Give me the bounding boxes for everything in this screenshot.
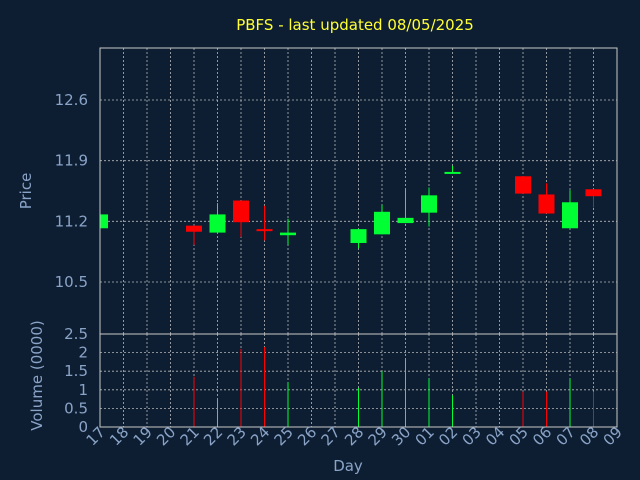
candle-body — [538, 194, 555, 214]
price-axis-label: Price — [17, 173, 35, 210]
candle-06 — [538, 183, 555, 214]
volume-y-tick-label: 2 — [78, 344, 88, 362]
price-y-tick-label: 10.5 — [55, 273, 88, 291]
volume-bars — [193, 347, 594, 427]
candle-23 — [233, 200, 249, 237]
candle-body — [515, 176, 531, 194]
price-candles — [99, 165, 602, 249]
candle-body — [374, 211, 390, 235]
candle-22 — [209, 203, 226, 233]
price-y-tick-label: 11.9 — [55, 152, 88, 170]
candle-25 — [280, 218, 296, 245]
volume-panel-frame — [99, 333, 618, 428]
candle-body — [444, 171, 461, 174]
candle-28 — [350, 229, 367, 249]
x-axis-ticks: 1718192021222324252627282930010203040506… — [83, 423, 626, 449]
candle-body — [233, 200, 249, 223]
candle-21 — [186, 225, 202, 245]
price-y-ticks: 10.5 11.2 11.9 12.6 — [55, 91, 88, 291]
volume-panel: 00.511.522.5 Volume (0000) — [28, 320, 618, 436]
price-y-tick-label: 11.2 — [55, 212, 88, 230]
volume-y-tick-label: 1 — [78, 381, 88, 399]
candle-30 — [397, 188, 414, 224]
volume-y-tick-label: 1.5 — [64, 362, 88, 380]
candle-body — [186, 225, 202, 232]
candle-01 — [421, 187, 437, 227]
price-grid — [99, 48, 618, 334]
candle-body — [397, 217, 414, 224]
volume-y-tick-label: 0 — [78, 418, 88, 436]
volume-y-tick-label: 2.5 — [64, 325, 88, 343]
x-axis-label: Day — [333, 457, 363, 475]
price-panel: 10.5 11.2 11.9 12.6 Price — [17, 47, 618, 335]
volume-y-tick-label: 0.5 — [64, 399, 88, 417]
volume-axis-label: Volume (0000) — [28, 320, 46, 430]
candle-body — [585, 189, 602, 197]
candle-17 — [99, 214, 108, 229]
candle-05 — [515, 176, 531, 194]
price-y-tick-label: 12.6 — [55, 91, 88, 109]
candle-body — [350, 229, 367, 243]
candle-body — [562, 202, 578, 229]
candle-body — [256, 229, 273, 232]
price-panel-frame — [99, 47, 618, 335]
candle-29 — [374, 204, 390, 235]
candle-02 — [444, 165, 461, 174]
chart-title: PBFS - last updated 08/05/2025 — [236, 16, 474, 34]
volume-y-ticks: 00.511.522.5 — [64, 325, 88, 436]
candle-body — [280, 232, 296, 236]
candle-body — [100, 214, 108, 229]
candle-body — [209, 214, 226, 233]
candle-08 — [585, 189, 602, 208]
candle-body — [421, 195, 437, 213]
candle-07 — [562, 190, 578, 229]
candle-24 — [256, 205, 273, 241]
